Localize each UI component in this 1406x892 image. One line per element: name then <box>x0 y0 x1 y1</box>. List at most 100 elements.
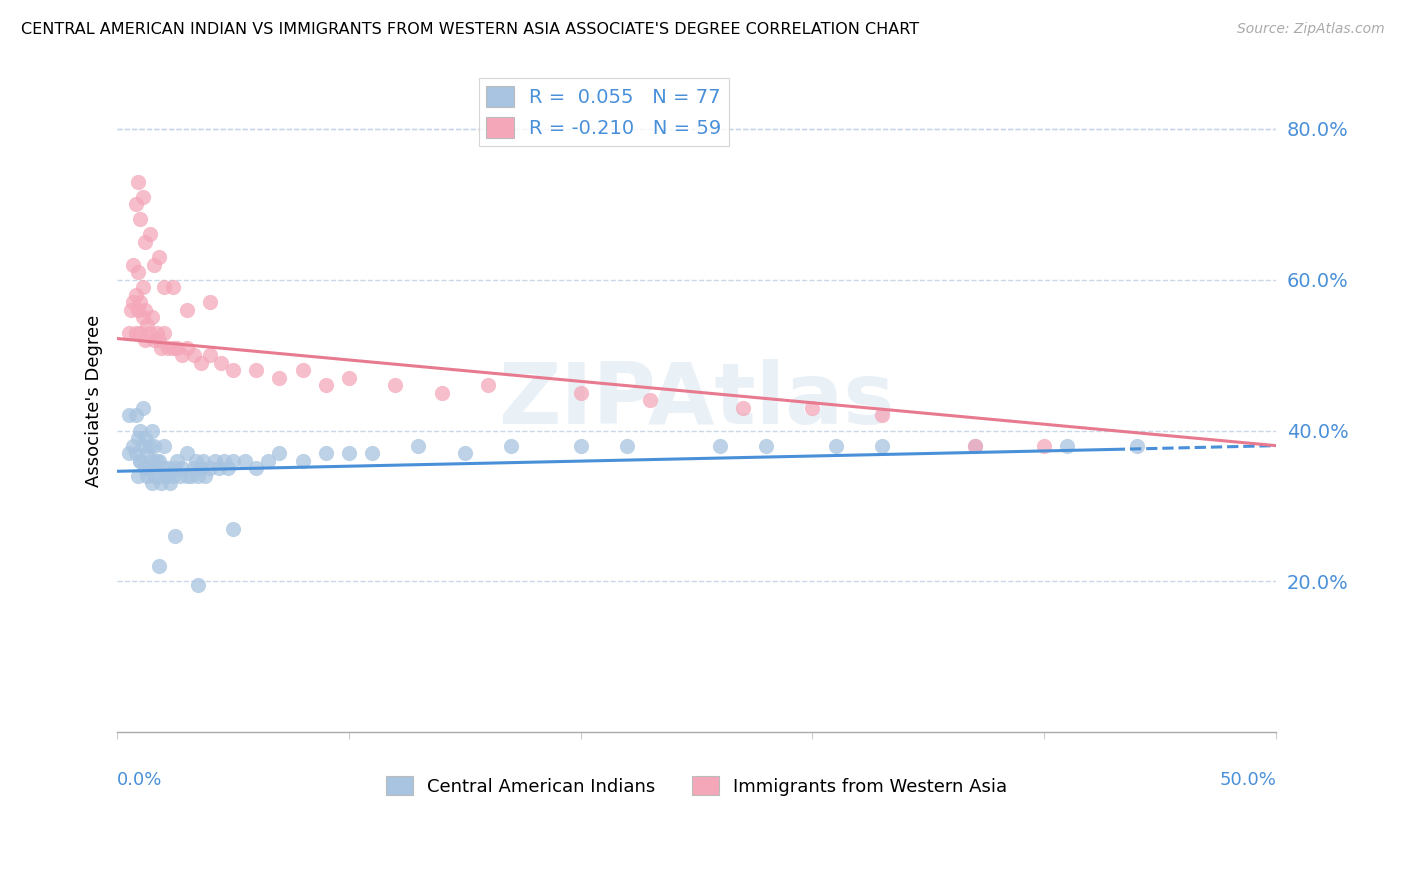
Point <box>159 476 181 491</box>
Point <box>870 439 893 453</box>
Text: ZIPAtlas: ZIPAtlas <box>498 359 894 442</box>
Point <box>176 341 198 355</box>
Point <box>430 385 453 400</box>
Point <box>152 461 174 475</box>
Point <box>148 250 170 264</box>
Point <box>190 356 212 370</box>
Point <box>217 461 239 475</box>
Point <box>155 468 177 483</box>
Point <box>129 454 152 468</box>
Point <box>148 333 170 347</box>
Point <box>184 454 207 468</box>
Point <box>127 265 149 279</box>
Point <box>131 310 153 325</box>
Point <box>148 468 170 483</box>
Point <box>176 468 198 483</box>
Point <box>118 409 141 423</box>
Point <box>291 454 314 468</box>
Point <box>408 439 430 453</box>
Point <box>152 280 174 294</box>
Point <box>131 190 153 204</box>
Point <box>204 454 226 468</box>
Point <box>870 409 893 423</box>
Point <box>141 454 163 468</box>
Point <box>222 522 245 536</box>
Point <box>1056 439 1078 453</box>
Point <box>183 461 205 475</box>
Point <box>129 424 152 438</box>
Point <box>165 529 187 543</box>
Point <box>384 378 406 392</box>
Point <box>134 431 156 445</box>
Point <box>176 302 198 317</box>
Point <box>180 468 202 483</box>
Point <box>361 446 384 460</box>
Point <box>191 454 214 468</box>
Point <box>190 461 212 475</box>
Point <box>801 401 824 415</box>
Point <box>138 326 160 340</box>
Point <box>454 446 477 460</box>
Text: 0.0%: 0.0% <box>117 772 163 789</box>
Point <box>157 341 180 355</box>
Point <box>150 476 173 491</box>
Text: 50.0%: 50.0% <box>1219 772 1277 789</box>
Point <box>148 454 170 468</box>
Point <box>1126 439 1149 453</box>
Point <box>169 468 191 483</box>
Point <box>157 461 180 475</box>
Point <box>256 454 278 468</box>
Point <box>165 461 187 475</box>
Point <box>143 439 166 453</box>
Point <box>166 454 188 468</box>
Point <box>166 341 188 355</box>
Legend: Central American Indians, Immigrants from Western Asia: Central American Indians, Immigrants fro… <box>378 769 1015 803</box>
Point <box>134 461 156 475</box>
Point <box>118 326 141 340</box>
Point <box>824 439 846 453</box>
Point <box>172 461 194 475</box>
Point <box>134 235 156 249</box>
Point <box>143 333 166 347</box>
Point <box>125 326 148 340</box>
Point <box>198 461 221 475</box>
Point <box>129 454 152 468</box>
Point <box>127 468 149 483</box>
Point <box>269 446 291 460</box>
Point <box>122 439 145 453</box>
Point <box>315 378 337 392</box>
Point <box>162 341 184 355</box>
Point <box>125 409 148 423</box>
Point <box>187 468 209 483</box>
Point <box>148 559 170 574</box>
Point <box>222 363 245 377</box>
Point <box>269 370 291 384</box>
Point <box>134 333 156 347</box>
Point <box>709 439 731 453</box>
Point <box>131 401 153 415</box>
Point <box>755 439 778 453</box>
Point <box>315 446 337 460</box>
Point <box>122 295 145 310</box>
Point <box>245 461 267 475</box>
Point <box>194 468 217 483</box>
Point <box>120 302 142 317</box>
Point <box>138 227 160 242</box>
Point <box>138 439 160 453</box>
Point <box>129 295 152 310</box>
Point <box>963 439 986 453</box>
Point <box>143 468 166 483</box>
Point <box>208 461 231 475</box>
Point <box>337 446 360 460</box>
Point <box>198 348 221 362</box>
Point <box>477 378 499 392</box>
Point <box>152 326 174 340</box>
Point <box>963 439 986 453</box>
Point <box>211 356 233 370</box>
Point <box>129 326 152 340</box>
Point <box>125 446 148 460</box>
Point <box>150 341 173 355</box>
Point <box>138 461 160 475</box>
Point <box>187 578 209 592</box>
Point <box>501 439 523 453</box>
